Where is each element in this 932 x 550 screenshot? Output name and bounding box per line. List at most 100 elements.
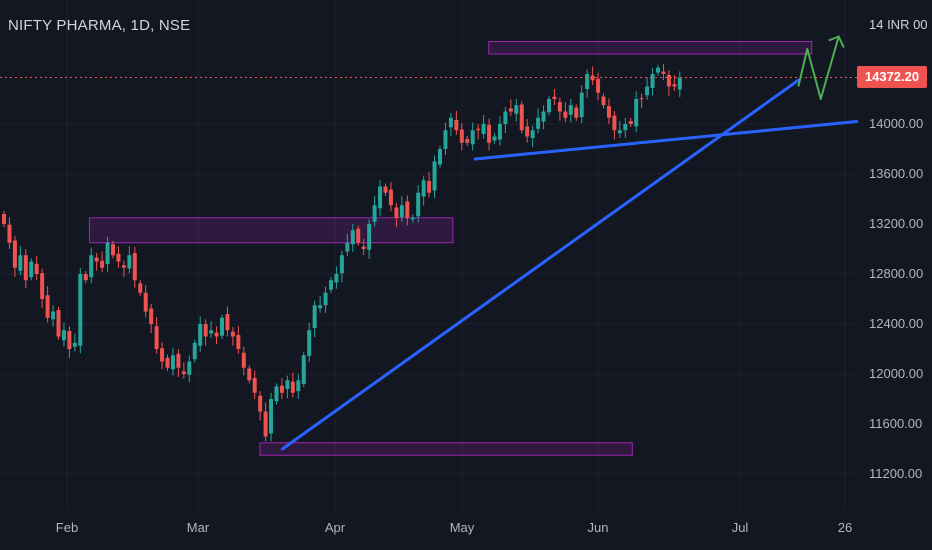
- candle-up: [579, 92, 584, 117]
- candle-up: [372, 205, 377, 222]
- time-tick-label: 26: [837, 520, 853, 535]
- candle-down: [666, 74, 671, 87]
- candle-down: [590, 75, 595, 81]
- candle-up: [623, 124, 628, 131]
- candle-down: [241, 352, 246, 368]
- candle-up: [170, 355, 175, 370]
- symbol-title[interactable]: NIFTY PHARMA, 1D, NSE: [8, 17, 191, 34]
- candle-down: [487, 124, 492, 143]
- trendline-layer: [280, 78, 859, 451]
- candle-up: [650, 74, 655, 88]
- candle-down: [116, 253, 121, 262]
- price-tick-label: 13600.00: [869, 166, 924, 181]
- candle-down: [427, 181, 432, 193]
- candle-down: [143, 292, 148, 312]
- candle-down: [394, 207, 399, 218]
- candle-down: [121, 265, 126, 268]
- candle-down: [23, 255, 28, 281]
- candle-down: [476, 128, 481, 131]
- candle-up: [421, 180, 426, 197]
- candle-down: [252, 378, 257, 393]
- candle-down: [525, 126, 530, 137]
- trendline[interactable]: [473, 120, 859, 161]
- last-price-badge: 14372.20: [857, 66, 927, 88]
- price-tick-label: 12000.00: [869, 366, 924, 381]
- supply-demand-zone[interactable]: [488, 41, 813, 55]
- candle-up: [568, 105, 573, 115]
- candle-up: [105, 242, 110, 264]
- candle-up: [220, 317, 224, 336]
- candle-down: [176, 353, 181, 368]
- candle-down: [519, 104, 524, 131]
- candle-down: [149, 308, 154, 324]
- candle-down: [661, 71, 666, 74]
- candle-down: [552, 96, 557, 99]
- candle-up: [61, 330, 66, 341]
- candle-up: [51, 311, 56, 320]
- candle-up: [192, 342, 197, 360]
- candle-down: [230, 331, 235, 337]
- candle-up: [656, 67, 660, 73]
- candle-up: [350, 230, 355, 245]
- candle-up: [89, 255, 94, 278]
- candle-down: [56, 310, 61, 337]
- candle-up: [345, 242, 350, 252]
- candle-down: [181, 371, 186, 374]
- candle-down: [508, 108, 513, 112]
- candle-down: [612, 115, 617, 131]
- candle-down: [214, 332, 219, 337]
- candle-down: [34, 263, 39, 274]
- candle-down: [454, 120, 459, 131]
- candle-up: [378, 186, 383, 209]
- candle-up: [514, 105, 519, 114]
- candle-up: [307, 330, 312, 356]
- projection-layer: [797, 35, 845, 100]
- candle-down: [574, 107, 579, 118]
- price-unit-label: 14 INR 00: [866, 16, 931, 33]
- candle-down: [290, 381, 295, 393]
- candle-down: [388, 189, 393, 206]
- candle-up: [410, 217, 415, 220]
- candle-down: [45, 295, 50, 318]
- candle-up: [29, 261, 34, 278]
- candle-up: [470, 130, 475, 145]
- supply-demand-zone[interactable]: [259, 442, 633, 456]
- candle-up: [481, 124, 486, 134]
- grid-layer: [0, 0, 857, 510]
- candle-down: [563, 111, 568, 118]
- candle-up: [503, 111, 508, 124]
- supply-demand-zone[interactable]: [88, 217, 454, 244]
- candle-up: [323, 292, 328, 306]
- candle-down: [356, 228, 361, 243]
- candle-up: [432, 161, 437, 191]
- candle-up: [617, 130, 622, 134]
- candle-up: [318, 305, 323, 309]
- candle-down: [83, 274, 88, 281]
- price-tick-label: 14000.00: [869, 116, 924, 131]
- trendline[interactable]: [280, 78, 800, 451]
- candle-down: [12, 240, 17, 268]
- candle-up: [492, 136, 497, 141]
- candle-down: [236, 335, 241, 349]
- candle-up: [78, 274, 83, 346]
- candle-down: [132, 253, 137, 281]
- projection-path[interactable]: [797, 36, 840, 100]
- candle-down: [225, 314, 230, 331]
- candle-up: [209, 330, 214, 334]
- candle-down: [94, 257, 99, 262]
- candle-down: [154, 326, 159, 349]
- candle-down: [383, 186, 388, 193]
- candle-up: [296, 380, 301, 392]
- candle-down: [263, 411, 268, 437]
- candle-down: [40, 273, 45, 299]
- candle-down: [7, 224, 12, 243]
- price-tick-label: 11600.00: [869, 416, 923, 431]
- candle-down: [596, 78, 601, 93]
- candle-down: [100, 260, 105, 268]
- candle-up: [312, 305, 317, 328]
- candle-up: [72, 342, 77, 347]
- candle-up: [497, 124, 502, 140]
- candle-down: [361, 246, 366, 249]
